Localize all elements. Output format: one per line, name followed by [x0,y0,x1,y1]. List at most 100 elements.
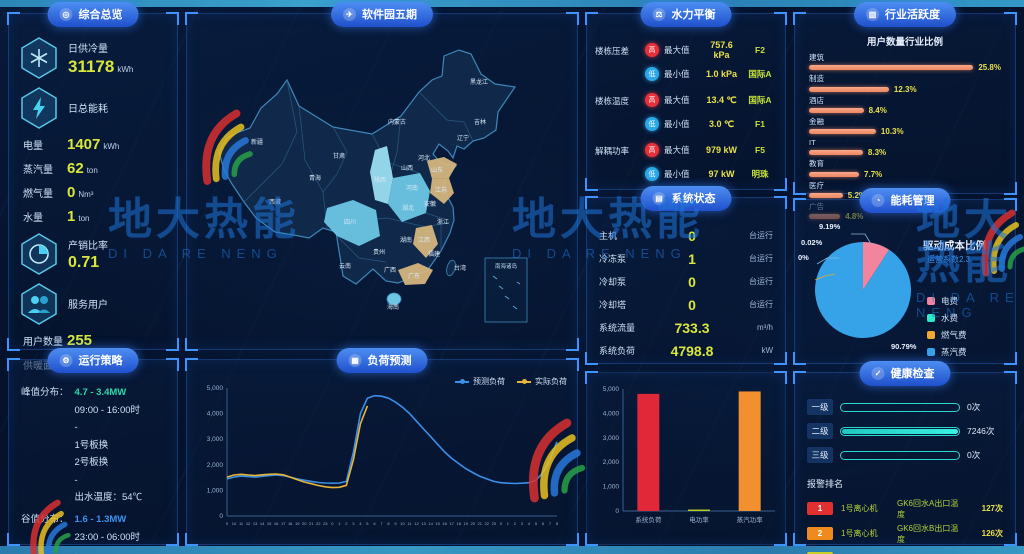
industry-item: 金融 10.3% [809,116,1001,136]
pie-legend-item[interactable]: 水费 [927,309,967,326]
hydraulic-row-name: 最大值 [664,95,690,105]
alarm-count: 127次 [981,504,1003,513]
pie-legend-item[interactable]: 燃气费 [927,326,967,343]
province-label: 安徽 [424,200,436,208]
south-china-sea-inset [484,257,528,323]
system-panel-title[interactable]: ▤ 系统状态 [640,186,732,211]
y-tick-label: 2,000 [603,459,620,466]
panel-industry: ▥ 行业活跃度 用户数量行业比例 建筑 25.8% 制造 12.3% 酒店 8.4% 金融 1… [793,2,1017,221]
x-tick-label: 7 [380,521,383,526]
hydraulic-row-value: 979 kW [705,145,738,155]
hydraulic-rows: 高最大值 757.6 kPa F2 低最小值 1.0 kPa 国际A [645,38,777,86]
pie-callout-line [814,273,836,281]
china-map[interactable]: 新疆 西藏 青海 甘肃 内蒙古 黑龙江 吉林 辽宁 河北 山西 山东 江苏 陕西 河南 湖北 安徽 浙江 四川 贵州… [187,28,577,349]
energy-row-unit: ton [86,166,98,175]
industry-item-label: IT [809,138,816,147]
bottom-bar [0,546,1024,554]
hydraulic-row: 低最小值 1.0 kPa 国际A [645,62,777,86]
system-row-unit: 台运行 [749,231,773,240]
overview-panel-title[interactable]: ◎ 综合总览 [47,2,139,27]
x-tick-label: 0 [500,521,503,526]
alarm-rank-badge: 2 [807,527,833,540]
stat-value: 31178 [68,56,115,76]
x-tick-label: 3 [521,521,524,526]
inset-label: 南海诸岛 [495,262,518,270]
province-label: 四川 [344,219,356,226]
x-tick-label: 10 [400,521,405,526]
health-level-row: 一级 0次 [807,395,1003,419]
industry-bar-row: 8.4% [809,106,1001,115]
x-tick-label: 21 [309,521,314,526]
pie-legend-item[interactable]: 蒸汽费 [927,343,967,360]
energy-panel-title[interactable]: ◔ 能耗管理 [859,188,951,213]
energy-row-label: 蒸汽量 [23,165,53,176]
industry-bars: 建筑 25.8% 制造 12.3% 酒店 8.4% 金融 10.3% IT 8.3% 教育 7.7% 医… [809,52,1001,221]
industry-panel-title[interactable]: ▥ 行业活跃度 [854,2,956,27]
x-tick-label: 16 [442,521,447,526]
legend-label: 实际负荷 [535,377,567,386]
pie-callout-line [851,233,872,245]
system-row-value: 0 [688,273,696,290]
x-tick-label: 22 [316,521,321,526]
strategy-body: 峰值分布： 4.7 - 3.4MW 09:00 - 16:00时 - 1号板换 2号板换 -… [9,360,177,554]
strategy-panel-title[interactable]: ⚙ 运行策略 [47,348,139,373]
legend-label: 预测负荷 [473,377,505,386]
x-tick-label: 13 [421,521,426,526]
forecast-legend-item[interactable]: 预测负荷 [455,376,505,387]
system-row-label: 冷却泵 [599,277,627,287]
x-tick-label: 4 [528,521,531,526]
forecast-legend-item[interactable]: 实际负荷 [517,376,567,387]
system-row: 冷却泵 0 台运行 [599,270,773,293]
hydraulic-row-name: 最大值 [664,45,690,55]
bar-电功率 [688,509,710,511]
system-row-label: 冷却塔 [599,300,627,310]
ratio-stat: 产销比率 0.71 [19,232,167,276]
legend-line [455,379,469,384]
alarm-row: 1 1号离心机 GK6回水A出口温度 127次 [807,496,1003,521]
pie-slice-蒸汽费 [815,242,911,338]
alarm-device: 1号离心机 [841,529,878,538]
pie-callout: 0.02% [801,238,823,247]
industry-bar-row: 12.3% [809,85,1001,94]
industry-item-label: 教育 [809,159,824,169]
energy-row-unit: Nm³ [78,190,94,199]
energy-row-label: 燃气量 [23,189,53,200]
pie-legend-item[interactable]: 电费 [927,292,967,309]
strategy-line: 出水温度：54℃ [74,492,143,504]
pie-icon: ◔ [871,193,885,207]
location-icon: ✈ [343,7,356,21]
pie-callout: 0% [798,253,809,262]
forecast-legend[interactable]: 预测负荷 实际负荷 [455,376,567,387]
x-tick-label: 17 [449,521,454,526]
hainan-island [386,292,402,306]
energy-row-unit: kWh [103,142,120,151]
hydraulic-row-value: 757.6 kPa [710,40,733,60]
industry-item-label: 建筑 [809,53,824,62]
strategy-line: - [74,474,78,486]
panel-overview: ◎ 综合总览 日供冷量 31178 kWh 日总能耗 [7,2,179,373]
map-panel-title[interactable]: ✈ 软件园五期 [331,2,433,27]
forecast-panel-title[interactable]: ▦ 负荷预测 [336,348,428,373]
strategy-line: 2号板换 [74,457,109,469]
y-tick-label: 0 [615,508,619,515]
panel-health: ✓ 健康检查 一级 0次 二级 7246次 三级 0次 报警排名 1 1号离心机 GK6回水A… [793,361,1017,554]
alarm-point: GK6回水A出口温度 [897,498,959,519]
industry-bar [809,107,864,113]
x-tick-label: 23 [323,521,328,526]
pie-subtitle: 运营系数2.3 [927,255,971,264]
energy-row: 电量 1407 kWh [23,136,167,153]
industry-item: 制造 12.3% [809,73,1001,94]
system-row: 冷冻泵 1 台运行 [599,247,773,270]
hydraulic-panel-title[interactable]: ⚖ 水力平衡 [640,2,732,27]
alarm-point: GK6回水B出口温度 [897,523,959,544]
system-status-body: 主机 0 台运行 冷冻泵 1 台运行 冷却泵 0 台运行 冷却塔 0 台运行 系统流量 733.3 m³/h… [587,198,785,366]
health-panel-title[interactable]: ✓ 健康检查 [859,361,951,386]
strategy-line: 09:00 - 16:00时 [74,404,141,416]
panel-title-text: 健康检查 [890,368,935,380]
x-tick-label: 17 [281,521,286,526]
pie-legend[interactable]: 电费 水费 燃气费 蒸汽费 [927,292,967,360]
user-row-value: 255 [67,332,93,349]
y-tick-label: 2,000 [207,462,224,469]
